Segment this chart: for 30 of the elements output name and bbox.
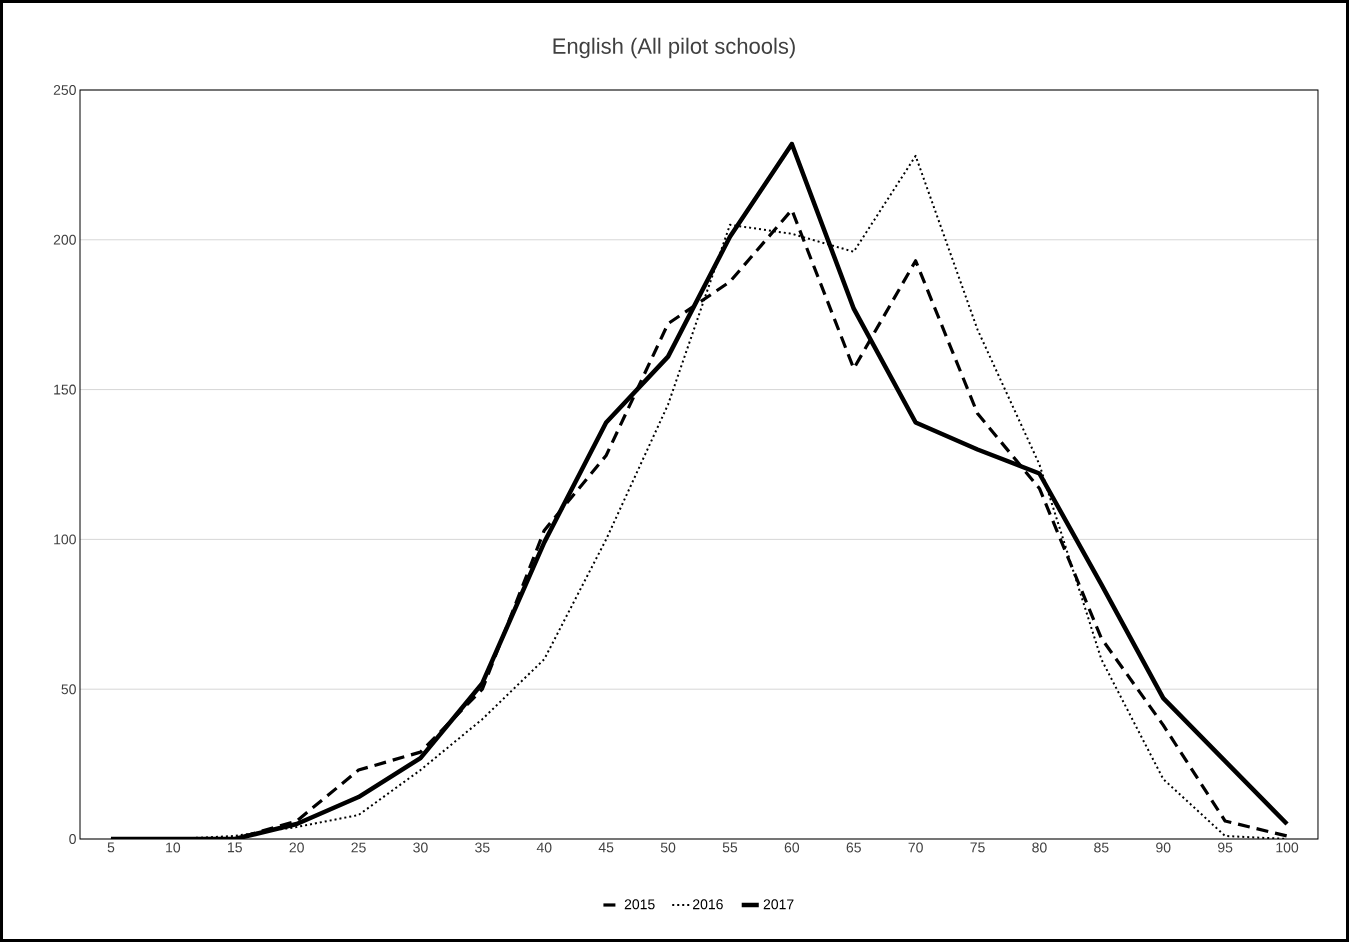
legend-label: 2015: [624, 899, 655, 910]
x-tick-label: 80: [1032, 842, 1047, 853]
x-tick-label: 95: [1218, 842, 1233, 853]
chart-title: English (All pilot schools): [553, 37, 795, 59]
x-tick-label: 60: [784, 842, 800, 853]
x-tick-label: 90: [1156, 842, 1171, 853]
x-tick-label: 30: [413, 842, 428, 853]
x-tick-label: 10: [166, 842, 181, 853]
x-tick-label: 50: [660, 842, 676, 853]
y-tick-label: 100: [54, 534, 76, 545]
x-tick-label: 25: [351, 842, 366, 853]
legend-label: 2017: [763, 899, 794, 910]
x-tick-label: 75: [970, 842, 985, 853]
x-tick-label: 15: [228, 842, 242, 853]
y-tick-label: 250: [53, 85, 76, 95]
x-tick-label: 20: [289, 842, 304, 853]
y-tick-label: 0: [69, 834, 76, 844]
x-tick-label: 5: [107, 842, 115, 853]
x-tick-label: 65: [846, 842, 861, 853]
y-tick-label: 200: [53, 234, 76, 245]
x-tick-label: 35: [475, 842, 490, 853]
y-tick-label: 150: [54, 384, 76, 395]
x-tick-label: 85: [1094, 842, 1109, 853]
legend-label: 2016: [693, 899, 723, 910]
x-tick-label: 40: [536, 842, 552, 853]
x-tick-label: 55: [722, 842, 738, 853]
y-tick-label: 50: [61, 684, 76, 695]
x-tick-label: 45: [598, 842, 614, 853]
x-tick-label: 70: [908, 842, 923, 853]
x-tick-label: 100: [1276, 842, 1299, 853]
